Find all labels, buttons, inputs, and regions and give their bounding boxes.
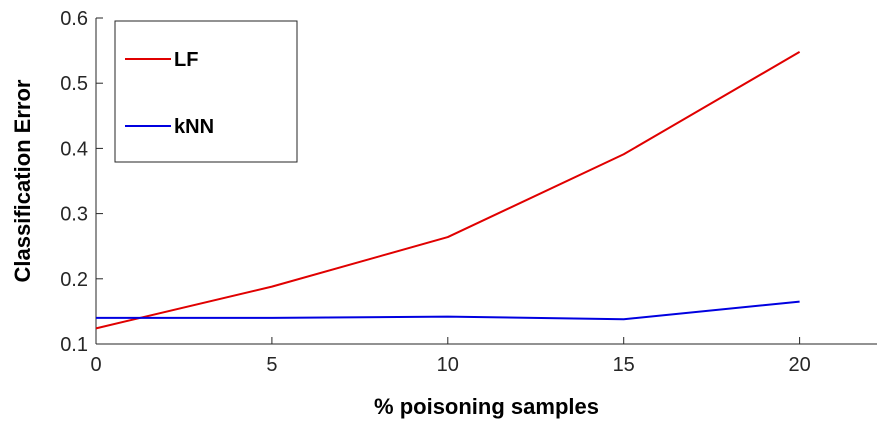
plot-area: 0 5 10 15 20 0.1 0.2 0.3 0.4 0.5 0.6 [60, 8, 877, 376]
x-tick-label: 10 [437, 354, 459, 376]
y-tick-label: 0.2 [60, 269, 88, 291]
y-axis-label: Classification Error [10, 79, 35, 282]
x-tick-label: 0 [90, 354, 101, 376]
series-line-knn [96, 300, 800, 321]
series-line-lf [95, 51, 801, 330]
y-tick-label: 0.4 [60, 138, 88, 160]
y-tick-label: 0.6 [60, 8, 88, 30]
legend-label-knn: kNN [174, 116, 214, 138]
y-tick-label: 0.1 [60, 334, 88, 356]
x-tick-label: 15 [613, 354, 635, 376]
y-axis-ticks: 0.1 0.2 0.3 0.4 0.5 0.6 [60, 8, 103, 356]
series-lines [95, 51, 801, 330]
x-axis-ticks: 0 5 10 15 20 [90, 337, 811, 376]
y-tick-label: 0.5 [60, 73, 88, 95]
x-tick-label: 20 [788, 354, 810, 376]
legend-label-lf: LF [174, 49, 198, 71]
y-tick-label: 0.3 [60, 204, 88, 226]
legend: LF kNN [114, 20, 298, 163]
x-tick-label: 5 [266, 354, 277, 376]
legend-box [114, 20, 298, 163]
x-axis-label: % poisoning samples [374, 394, 599, 419]
